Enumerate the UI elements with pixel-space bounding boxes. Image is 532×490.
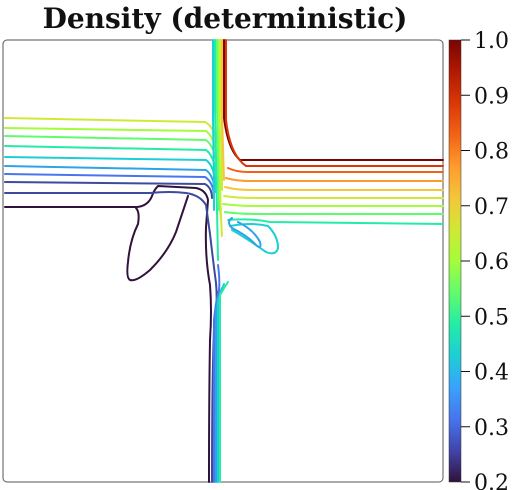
colorbar-tick-label: 0.4 [474, 361, 509, 386]
contour-line-0_6-18 [218, 39, 221, 201]
contour-line-0_5-15 [214, 39, 219, 261]
colorbar-tick-label: 0.7 [474, 195, 509, 220]
contour-line-0_3-3 [4, 181, 213, 199]
contour-line-0_7-25 [224, 186, 444, 191]
contour-line-0_55-28 [224, 211, 444, 215]
contour-line-0_85-22 [225, 39, 444, 167]
colorbar-tick-label: 0.8 [474, 140, 509, 165]
contour-line-0_25-0 [4, 185, 212, 483]
colorbar-tick-label: 0.5 [474, 305, 509, 330]
colorbar-ticks: 1.0 0.9 0.8 0.7 0.6 0.5 0.4 0.3 0.2 [461, 29, 509, 490]
contour-line-0_7-20 [221, 39, 225, 181]
contour-line-0_35-5 [213, 264, 221, 483]
contour-line-0_4-31 [228, 217, 262, 248]
colorbar-tick-label: 0.3 [474, 416, 509, 441]
colorbar-tick-label: 1.0 [474, 29, 509, 54]
contour-line-0_25-1 [126, 195, 189, 282]
contour-line-0_45-16 [212, 39, 215, 211]
contour-line-0_55-17 [216, 39, 220, 211]
contour-line-0_8-23 [227, 167, 444, 173]
contour-line-0_6-27 [222, 203, 444, 207]
contour-lines [4, 39, 444, 483]
colorbar [448, 39, 462, 483]
contour-line-0_5-11 [219, 281, 229, 483]
contour-line-0_3-2 [4, 191, 218, 483]
contour-line-0_5-10 [4, 145, 218, 186]
contour-line-0_75-24 [225, 177, 444, 182]
contour-line-0_45-30 [229, 223, 279, 255]
contour-line-0_95-21 [223, 39, 444, 161]
colorbar-tick-label: 0.6 [474, 250, 509, 275]
colorbar-tick-label: 0.9 [474, 84, 509, 109]
contour-line-0_5-29 [227, 218, 444, 225]
contour-line-0_65-26 [223, 195, 444, 199]
colorbar-tick-label: 0.2 [474, 471, 509, 490]
chart-title: Density (deterministic) [42, 2, 408, 35]
